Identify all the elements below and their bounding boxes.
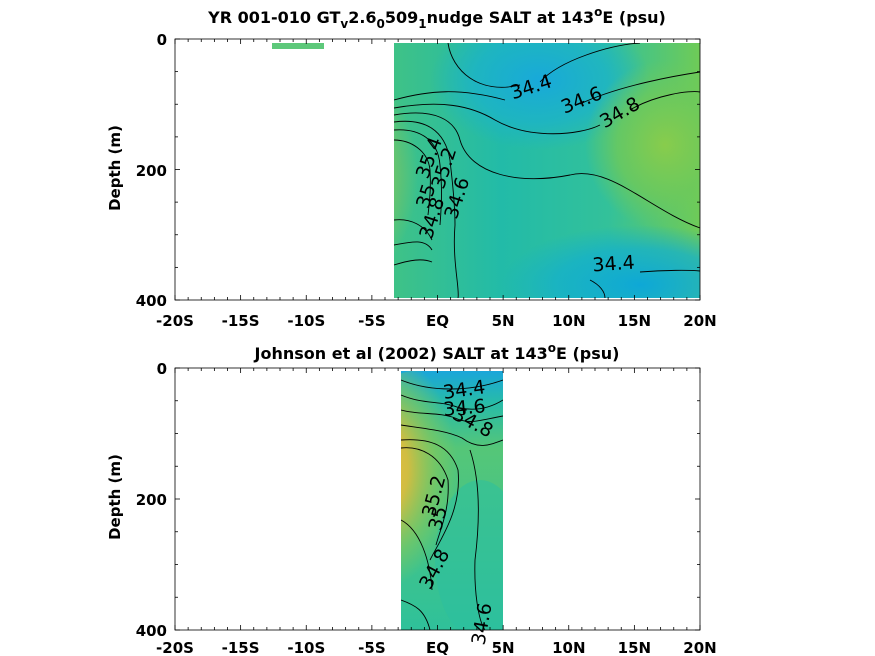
top-title: YR 001-010 GTv2.605091nudge SALT at 143o… [207,5,666,31]
top-x-tick-label: -5S [358,312,385,330]
top-contour-label: 34.4 [592,252,636,277]
bottom-x-tick-label: -15S [222,639,260,656]
top-x-tick-label: -15S [222,312,260,330]
bottom-x-tick-label: 20N [683,639,716,656]
top-y-axis-label: Depth (m) [106,125,124,211]
bottom-x-tick-label: -20S [156,639,194,656]
top-isolated-patch [272,43,324,49]
bottom-y-tick-label: 400 [136,622,167,640]
bottom-x-tick-label: 5N [492,639,515,656]
bottom-y-axis-label: Depth (m) [106,454,124,540]
bottom-y-tick-label: 0 [157,360,167,378]
bottom-x-tick-label: -10S [287,639,325,656]
top-x-tick-label: 20N [683,312,716,330]
top-x-tick-label: 15N [618,312,651,330]
bottom-x-tick-label: 10N [552,639,585,656]
bottom-contour-label: 34.6 [442,395,486,421]
bottom-title: Johnson et al (2002) SALT at 143oE (psu) [254,341,620,363]
bottom-x-tick-label: 15N [618,639,651,656]
top-x-tick-label: 10N [552,312,585,330]
top-x-tick-label: -20S [156,312,194,330]
top-salinity-field [394,43,700,298]
bottom-x-tick-label: EQ [426,639,449,656]
top-x-tick-label: -10S [287,312,325,330]
bottom-x-tick-labels: -20S -15S -10S -5S EQ 5N 10N 15N 20N [156,639,717,656]
bottom-y-tick-label: 200 [136,491,167,509]
top-y-tick-label: 0 [157,31,167,49]
top-panel: YR 001-010 GTv2.605091nudge SALT at 143o… [106,5,717,330]
top-ticks [174,38,701,301]
bottom-x-tick-label: -5S [358,639,385,656]
top-x-tick-label: EQ [426,312,449,330]
top-contours [394,43,700,298]
top-y-tick-label: 400 [136,292,167,310]
top-x-tick-labels: -20S -15S -10S -5S EQ 5N 10N 15N 20N [156,312,717,330]
bottom-ticks [174,367,701,631]
bottom-panel: Johnson et al (2002) SALT at 143oE (psu)… [106,341,717,656]
top-x-tick-label: 5N [492,312,515,330]
top-y-tick-label: 200 [136,162,167,180]
bottom-contours [401,379,503,630]
